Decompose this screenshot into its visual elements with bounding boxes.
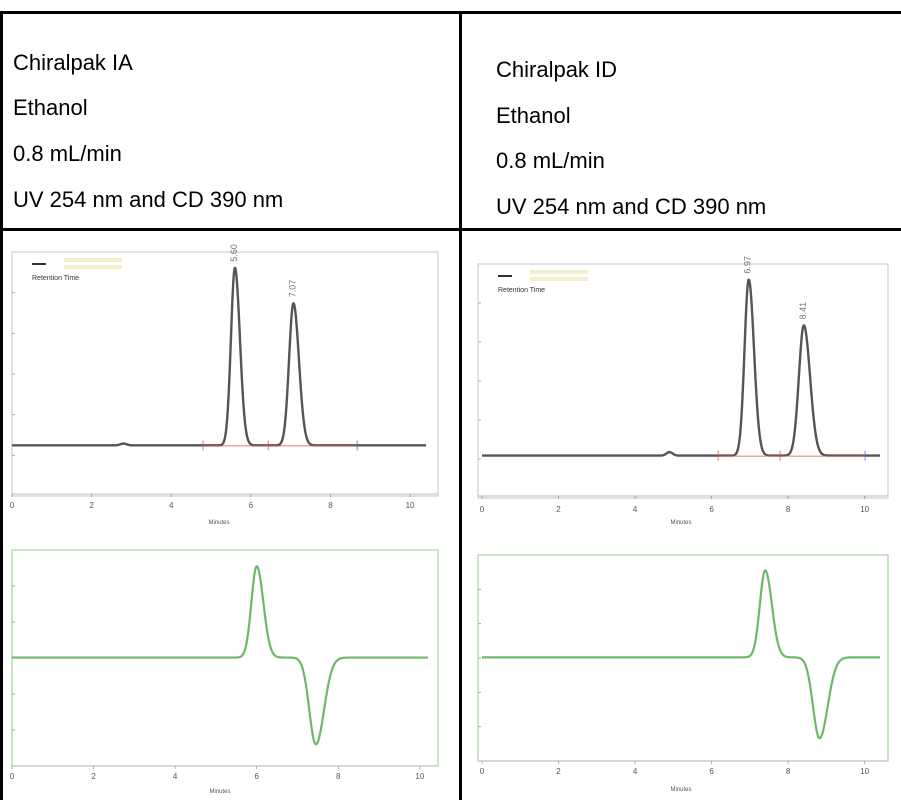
x-tick-label: 10 xyxy=(860,505,869,514)
x-tick-label: 4 xyxy=(633,505,638,514)
x-tick-label: 8 xyxy=(786,505,791,514)
right-detection: UV 254 nm and CD 390 nm xyxy=(496,194,767,219)
right-flow-rate: 0.8 mL/min xyxy=(496,148,605,173)
legend-faint-bar xyxy=(64,265,122,269)
x-tick-label: 0 xyxy=(10,501,15,510)
x-tick-label: 2 xyxy=(89,501,94,510)
id-cd-chromatogram: 0 2 4 6 8 10 Minutes xyxy=(477,554,889,793)
x-tick-label: 10 xyxy=(406,501,415,510)
table-column-divider xyxy=(459,11,462,800)
plot-frame xyxy=(11,251,439,497)
left-detection: UV 254 nm and CD 390 nm xyxy=(13,187,284,212)
x-tick-label: 6 xyxy=(709,767,714,776)
peak-retention-label: 6.97 xyxy=(743,256,753,274)
plot-frame xyxy=(477,263,889,499)
table-left-border xyxy=(0,11,3,800)
legend-faint-bar xyxy=(530,270,588,274)
table-top-border xyxy=(0,11,901,14)
right-column-name: Chiralpak ID xyxy=(496,57,618,82)
x-tick-label: 6 xyxy=(254,772,259,781)
x-tick-label: 6 xyxy=(249,501,254,510)
x-tick-label: 8 xyxy=(786,767,791,776)
legend-faint-bar xyxy=(64,258,122,262)
legend-label: Retention Time xyxy=(32,275,79,282)
x-axis-title: Minutes xyxy=(670,520,691,526)
x-tick-label: 2 xyxy=(556,505,561,514)
cd-trace xyxy=(11,565,429,746)
uv-trace xyxy=(481,278,881,457)
x-tick-label: 4 xyxy=(633,767,638,776)
table-row-divider xyxy=(0,228,901,231)
x-axis-title: Minutes xyxy=(209,789,230,795)
x-tick-label: 2 xyxy=(91,772,96,781)
x-tick-label: 4 xyxy=(169,501,174,510)
uv-trace xyxy=(11,266,427,447)
x-tick-label: 0 xyxy=(480,505,485,514)
x-tick-label: 10 xyxy=(860,767,869,776)
x-tick-label: 0 xyxy=(480,767,485,776)
x-tick-label: 8 xyxy=(328,501,333,510)
ia-cd-chromatogram: 0 2 4 6 8 10 Minutes xyxy=(10,549,439,795)
id-uv-chromatogram: 0 2 4 6 8 10 Minutes 6.97 8.41 Retention Time xyxy=(477,256,889,526)
left-column-name: Chiralpak IA xyxy=(13,50,133,75)
x-tick-label: 2 xyxy=(556,767,561,776)
peak-retention-label: 5.60 xyxy=(229,244,239,262)
x-tick-label: 4 xyxy=(173,772,178,781)
right-solvent: Ethanol xyxy=(496,103,571,128)
cd-trace xyxy=(481,569,881,740)
legend-label: Retention Time xyxy=(498,287,545,294)
x-axis-title: Minutes xyxy=(208,520,229,526)
peak-retention-label: 7.07 xyxy=(287,280,297,298)
x-tick-label: 8 xyxy=(336,772,341,781)
peak-retention-label: 8.41 xyxy=(798,302,808,320)
left-flow-rate: 0.8 mL/min xyxy=(13,141,122,166)
x-tick-label: 6 xyxy=(709,505,714,514)
ia-uv-chromatogram: 0 2 4 6 8 10 Minutes 5.60 7.07 Retention Time xyxy=(10,244,439,526)
left-solvent: Ethanol xyxy=(13,95,88,120)
legend-faint-bar xyxy=(530,277,588,281)
x-tick-label: 10 xyxy=(415,772,424,781)
x-tick-label: 0 xyxy=(10,772,15,781)
x-axis-title: Minutes xyxy=(670,787,691,793)
